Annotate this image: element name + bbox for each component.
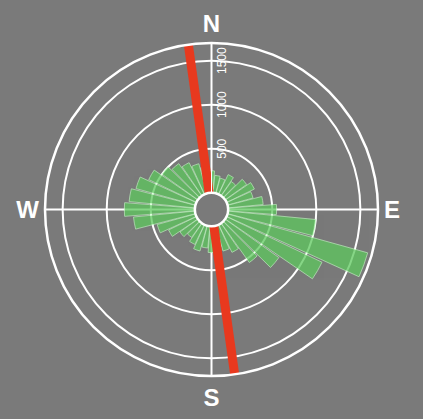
svg-text:N: N [203,10,220,37]
svg-text:1000: 1000 [215,91,229,118]
svg-text:500: 500 [215,138,229,158]
svg-text:S: S [203,384,219,411]
svg-text:W: W [16,196,39,223]
svg-text:E: E [384,196,400,223]
svg-text:1500: 1500 [215,47,229,74]
